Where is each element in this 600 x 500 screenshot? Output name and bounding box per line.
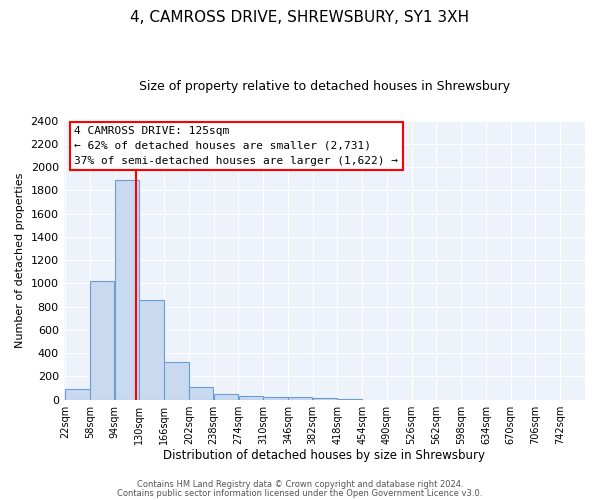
- Bar: [189, 387, 214, 400]
- Bar: [115, 180, 139, 400]
- Bar: [90, 281, 115, 400]
- Bar: [214, 394, 238, 400]
- Bar: [288, 398, 313, 400]
- Bar: [263, 397, 288, 400]
- X-axis label: Distribution of detached houses by size in Shrewsbury: Distribution of detached houses by size …: [163, 450, 485, 462]
- Bar: [313, 398, 337, 400]
- Bar: [164, 362, 188, 400]
- Bar: [65, 389, 89, 400]
- Bar: [338, 398, 362, 400]
- Text: 4 CAMROSS DRIVE: 125sqm
← 62% of detached houses are smaller (2,731)
37% of semi: 4 CAMROSS DRIVE: 125sqm ← 62% of detache…: [74, 126, 398, 166]
- Text: Contains HM Land Registry data © Crown copyright and database right 2024.: Contains HM Land Registry data © Crown c…: [137, 480, 463, 489]
- Bar: [239, 396, 263, 400]
- Text: Contains public sector information licensed under the Open Government Licence v3: Contains public sector information licen…: [118, 488, 482, 498]
- Title: Size of property relative to detached houses in Shrewsbury: Size of property relative to detached ho…: [139, 80, 510, 93]
- Y-axis label: Number of detached properties: Number of detached properties: [15, 172, 25, 348]
- Text: 4, CAMROSS DRIVE, SHREWSBURY, SY1 3XH: 4, CAMROSS DRIVE, SHREWSBURY, SY1 3XH: [130, 10, 470, 25]
- Bar: [139, 300, 164, 400]
